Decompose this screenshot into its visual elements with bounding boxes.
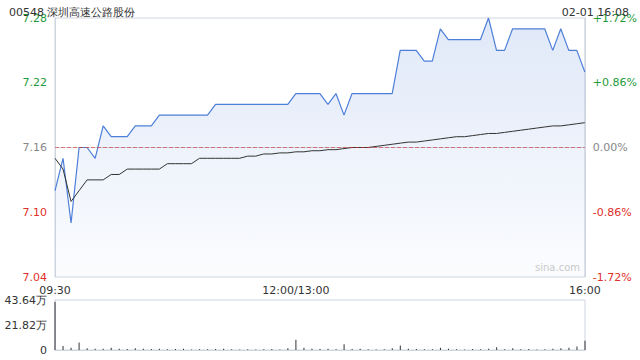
svg-text:0.00%: 0.00% — [593, 141, 628, 154]
svg-text:7.22: 7.22 — [23, 76, 48, 89]
svg-text:21.82万: 21.82万 — [5, 319, 48, 332]
svg-text:16:00: 16:00 — [569, 284, 601, 297]
svg-text:7.04: 7.04 — [23, 271, 48, 284]
svg-text:43.64万: 43.64万 — [4, 293, 47, 307]
svg-text:7.16: 7.16 — [23, 141, 48, 154]
svg-text:02-01 16:08: 02-01 16:08 — [562, 6, 629, 19]
svg-text:12:00/13:00: 12:00/13:00 — [262, 284, 329, 297]
svg-text:09:30: 09:30 — [39, 284, 71, 297]
svg-text:+0.86%: +0.86% — [593, 76, 637, 89]
svg-text:0: 0 — [40, 344, 47, 357]
svg-text:7.10: 7.10 — [23, 206, 48, 219]
svg-text:00548 深圳高速公路股份: 00548 深圳高速公路股份 — [9, 6, 136, 19]
svg-text:-0.86%: -0.86% — [593, 206, 632, 219]
svg-text:-1.72%: -1.72% — [593, 271, 632, 284]
